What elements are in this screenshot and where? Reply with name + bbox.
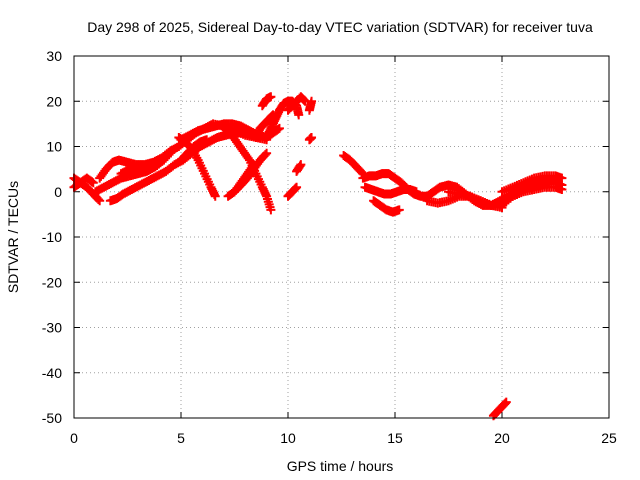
data-point (249, 160, 259, 170)
x-tick-label: 20 (494, 430, 510, 446)
plot-frame (73, 55, 610, 419)
y-tick-label: -40 (42, 365, 62, 381)
grid (74, 56, 609, 418)
series-arc-27 (497, 171, 567, 197)
data-point (501, 397, 511, 407)
y-axis-label: SDTVAR / TECUs (5, 181, 21, 293)
x-tick-label: 0 (70, 430, 78, 446)
series-arc-12 (223, 160, 259, 201)
data-point (274, 123, 284, 133)
series-arc-19 (304, 132, 317, 145)
data-point (307, 96, 317, 106)
series-arc-23 (360, 182, 421, 199)
x-tick-label: 15 (387, 430, 403, 446)
x-tick-label: 25 (601, 430, 617, 446)
data-point (296, 160, 306, 170)
data-point (557, 173, 567, 183)
data-point (307, 132, 317, 142)
series-arc-21 (339, 151, 368, 179)
series-arc-17 (283, 92, 310, 115)
y-tick-label: -50 (42, 410, 62, 426)
series-arc-28 (508, 182, 567, 201)
series-arc-9 (176, 135, 212, 165)
y-tick-label: -30 (42, 320, 62, 336)
y-tick-label: -10 (42, 229, 62, 245)
series-arc-2 (69, 173, 98, 192)
data-point (266, 92, 276, 102)
y-tick-label: 0 (54, 184, 62, 200)
series-arc-24 (369, 196, 404, 217)
series-arc-16 (283, 182, 302, 201)
data-point (210, 191, 220, 201)
chart-title: Day 298 of 2025, Sidereal Day-to-day VTE… (87, 19, 593, 35)
data-point (167, 146, 177, 156)
x-tick-label: 10 (280, 430, 296, 446)
y-tick-label: -20 (42, 274, 62, 290)
data-point (394, 205, 404, 215)
data-point (88, 178, 98, 188)
data-point (262, 148, 272, 158)
data-point (411, 187, 421, 197)
data-point (266, 205, 276, 215)
data-point (95, 196, 105, 206)
series-arc-20 (304, 96, 317, 115)
data-points (69, 92, 567, 421)
series-arc-14 (262, 96, 304, 142)
y-tick-label: 30 (46, 48, 62, 64)
x-axis-label: GPS time / hours (287, 458, 394, 474)
y-tick-label: 10 (46, 139, 62, 155)
x-tick-label: 5 (177, 430, 185, 446)
y-tick-label: 20 (46, 93, 62, 109)
series-arc-6 (116, 146, 177, 179)
series-arc-18 (292, 160, 306, 176)
series-arc-15 (257, 92, 276, 111)
data-point (294, 110, 304, 120)
tick-labels: 0 5 10 15 20 25 30 20 10 0 -10 -20 -30 -40 -50 (42, 48, 617, 446)
data-point (202, 135, 212, 145)
data-point (292, 182, 302, 192)
data-point (557, 184, 567, 194)
series-arc-29 (488, 397, 511, 421)
